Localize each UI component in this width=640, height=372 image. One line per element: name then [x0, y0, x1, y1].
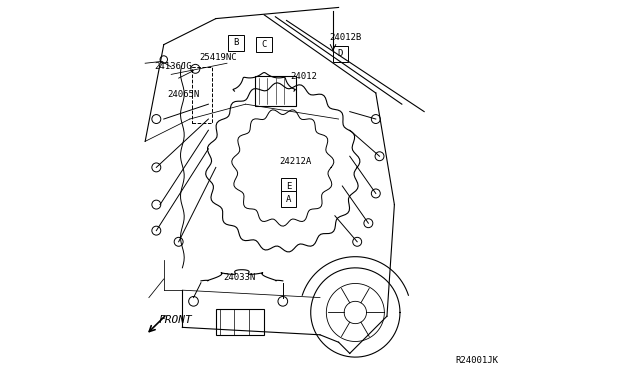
Text: A: A — [285, 195, 291, 203]
Text: E: E — [285, 182, 291, 190]
Text: 25419NC: 25419NC — [199, 53, 237, 62]
Bar — [216, 309, 264, 335]
Text: 24012: 24012 — [291, 72, 317, 81]
Text: 24212A: 24212A — [279, 157, 311, 166]
Circle shape — [152, 200, 161, 209]
Text: R24001JK: R24001JK — [456, 356, 499, 365]
Bar — [191, 67, 212, 123]
Circle shape — [371, 115, 380, 124]
Text: 24012B: 24012B — [330, 33, 362, 42]
Circle shape — [189, 296, 198, 306]
FancyBboxPatch shape — [280, 178, 296, 194]
Circle shape — [191, 64, 200, 73]
Circle shape — [160, 56, 168, 63]
FancyBboxPatch shape — [280, 191, 296, 207]
FancyBboxPatch shape — [255, 76, 296, 106]
Circle shape — [174, 237, 183, 246]
FancyBboxPatch shape — [333, 46, 348, 62]
Text: 24136JG: 24136JG — [154, 62, 192, 71]
Text: FRONT: FRONT — [158, 315, 192, 325]
Circle shape — [371, 189, 380, 198]
Text: 24065N: 24065N — [168, 90, 200, 99]
Circle shape — [364, 219, 373, 228]
Circle shape — [152, 226, 161, 235]
Text: D: D — [338, 49, 343, 58]
Text: C: C — [262, 40, 267, 49]
FancyBboxPatch shape — [228, 35, 244, 51]
FancyBboxPatch shape — [257, 37, 272, 52]
Circle shape — [152, 115, 161, 124]
Circle shape — [375, 152, 384, 161]
Circle shape — [353, 237, 362, 246]
Text: 24033N: 24033N — [223, 273, 255, 282]
Circle shape — [152, 163, 161, 172]
Text: B: B — [234, 38, 239, 47]
Circle shape — [278, 296, 287, 306]
